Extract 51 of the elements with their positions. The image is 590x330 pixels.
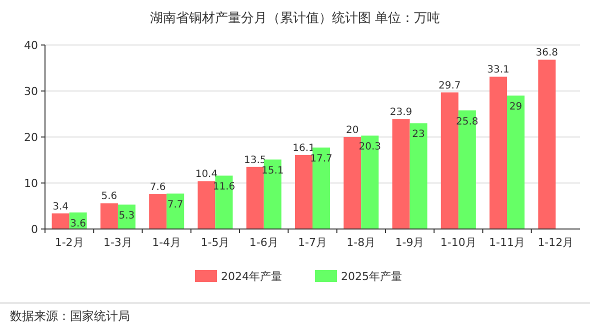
y-tick-label: 20 [24,131,38,144]
data-label: 5.6 [101,191,118,202]
x-tick-label: 1-6月 [249,236,278,249]
bar [507,96,525,229]
x-tick-label: 1-4月 [152,236,182,249]
x-tick-label: 1-11月 [489,236,526,249]
y-tick-label: 40 [24,39,38,52]
bar [166,194,184,229]
data-label: 29.7 [438,80,461,92]
bar [149,194,167,229]
data-label: 16.1 [292,142,315,154]
legend-label: 2024年产量 [221,270,282,283]
bar [392,119,410,229]
chart-title: 湖南省铜材产量分月（累计值）统计图 单位：万吨 [150,11,440,26]
bar [198,181,216,229]
data-label: 36.8 [536,48,558,59]
legend-label: 2025年产量 [341,270,402,283]
x-tick-label: 1-7月 [298,236,327,249]
bar [440,92,458,229]
bar [52,213,70,229]
data-label: 7.7 [167,200,184,211]
data-label: 23.9 [390,107,412,118]
data-label: 7.6 [150,182,166,194]
x-tick-label: 1-9月 [395,236,424,249]
x-tick-label: 1-2月 [54,236,84,249]
data-label: 10.4 [195,169,218,180]
data-label: 29 [509,102,522,113]
bar [100,203,118,229]
data-label: 23 [412,129,425,140]
x-tick-label: 1-12月 [538,236,574,249]
x-tick-label: 1-5月 [200,236,230,249]
bar [246,166,264,229]
bar [294,154,312,229]
bar [410,123,428,229]
bar [344,137,362,229]
y-tick-label: 30 [24,85,38,98]
data-label: 5.3 [118,210,135,222]
x-tick-label: 1-10月 [440,236,476,249]
data-label: 3.4 [52,201,69,212]
data-label: 20 [346,125,359,136]
bar [538,60,556,229]
data-label: 33.1 [487,64,510,76]
x-tick-label: 1-8月 [346,236,376,249]
y-tick-label: 10 [24,177,38,190]
y-tick-label: 0 [31,223,38,236]
data-label: 3.6 [70,218,86,230]
bar [458,110,476,229]
source-note: 数据来源：国家统计局 [10,309,130,323]
x-tick-label: 1-3月 [103,236,132,249]
bar [361,136,379,229]
bar [490,76,508,229]
